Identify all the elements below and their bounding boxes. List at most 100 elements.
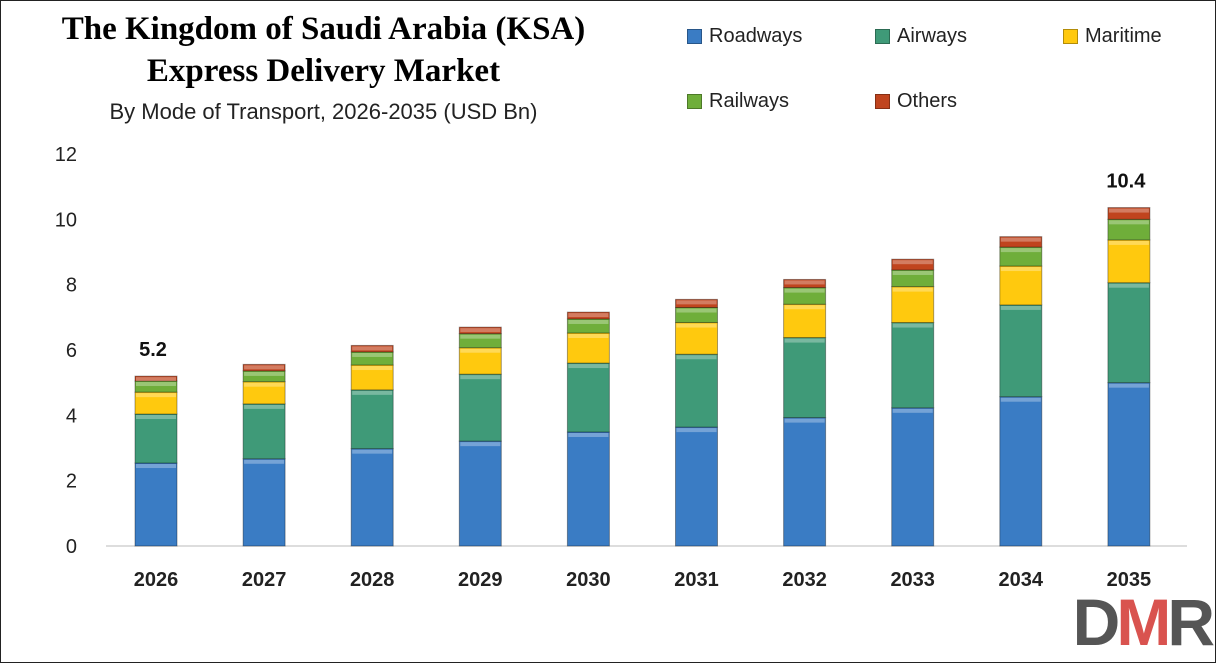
bar-bevel — [136, 382, 176, 387]
bar-bevel — [892, 408, 933, 413]
bar-bevel — [892, 260, 933, 265]
bar-bevel — [460, 334, 501, 339]
bar-bevel — [1108, 383, 1149, 388]
y-tick-label: 2 — [66, 471, 77, 493]
chart-title-line-1: The Kingdom of Saudi Arabia (KSA) — [61, 11, 586, 47]
bar-bevel — [136, 464, 176, 469]
bar-segment-maritime — [1107, 239, 1151, 284]
x-tick-label: 2030 — [566, 569, 611, 591]
y-tick-label: 4 — [66, 405, 77, 427]
bar-segment-roadways — [350, 448, 394, 547]
legend-label: Roadways — [709, 25, 803, 47]
legend-label: Others — [897, 90, 958, 112]
bar-segment-airways — [458, 373, 502, 442]
bar-bevel — [244, 459, 285, 464]
bar-bevel — [244, 371, 285, 376]
bar-bevel — [460, 442, 501, 447]
legend-swatch — [1063, 29, 1078, 44]
bar-segment-roadways — [675, 426, 718, 547]
legend-maritime: Maritime — [1063, 25, 1162, 48]
bar-segment-maritime — [999, 265, 1043, 306]
bar-segment-roadways — [458, 440, 502, 547]
bar-bevel — [1000, 248, 1041, 253]
bar-bevel — [784, 418, 825, 423]
bar-segment-maritime — [458, 347, 502, 375]
y-tick-label: 10 — [55, 209, 77, 231]
legend-label: Airways — [897, 25, 968, 47]
x-tick-label: 2032 — [782, 569, 827, 591]
bar-bevel — [1108, 208, 1149, 213]
bar-bevel — [676, 308, 717, 313]
x-tick-label: 2029 — [458, 569, 503, 591]
bar-segment-airways — [999, 304, 1043, 398]
dmr-logo: DMR — [1072, 585, 1215, 659]
bar-bevel — [1000, 237, 1041, 242]
bar-bevel — [136, 415, 176, 420]
bar-segment-airways — [891, 322, 935, 409]
bar-bevel — [568, 334, 609, 339]
bar-segment-maritime — [134, 391, 178, 415]
bar-bevel — [892, 270, 933, 275]
legend-swatch — [875, 29, 890, 44]
bar-bevel — [352, 366, 393, 371]
bar-segment-roadways — [566, 431, 610, 547]
x-tick-label: 2034 — [999, 569, 1044, 591]
bar-segment-airways — [675, 353, 718, 428]
bar-segment-others — [350, 344, 394, 353]
legend-swatch — [687, 94, 702, 109]
bar-segment-roadways — [891, 407, 935, 547]
bar-bevel — [568, 313, 609, 318]
bar-bevel — [568, 432, 609, 437]
bar-bevel — [892, 287, 933, 292]
bar-segment-airways — [134, 413, 178, 464]
y-tick-label: 6 — [66, 340, 77, 362]
bar-segment-maritime — [891, 286, 935, 324]
bar-bevel — [676, 300, 717, 305]
legend-swatch — [687, 29, 702, 44]
bar-bevel — [1108, 283, 1149, 288]
bar-bevel — [1000, 305, 1041, 310]
bar-segment-airways — [1107, 282, 1151, 384]
x-tick-label: 2035 — [1107, 569, 1152, 591]
chart-subtitle: By Mode of Transport, 2026-2035 (USD Bn) — [109, 99, 538, 124]
bar-bevel — [244, 365, 285, 370]
x-tick-label: 2026 — [134, 569, 179, 591]
legend-label: Railways — [709, 90, 790, 112]
bar-segment-others — [242, 363, 286, 372]
bar-bevel — [1108, 240, 1149, 245]
bar-segment-airways — [783, 337, 827, 419]
legend-label: Maritime — [1085, 25, 1162, 47]
x-tick-label: 2033 — [890, 569, 935, 591]
bar-bevel — [568, 364, 609, 369]
bar-bevel — [460, 328, 501, 333]
bar-bevel — [784, 338, 825, 343]
bar-bevel — [244, 382, 285, 387]
bar-bevel — [1000, 267, 1041, 272]
bar-segment-others — [566, 311, 610, 320]
bar-segment-others — [783, 278, 827, 289]
x-tick-label: 2031 — [674, 569, 719, 591]
y-tick-label: 0 — [66, 536, 77, 558]
bar-bevel — [784, 280, 825, 285]
bar-segment-railways — [242, 370, 286, 383]
bar-segment-others — [458, 326, 502, 335]
bar-bevel — [352, 352, 393, 357]
bar-segment-maritime — [566, 332, 610, 364]
legend-swatch — [875, 94, 890, 109]
bar-segment-roadways — [999, 396, 1043, 547]
legend-airways: Airways — [875, 25, 967, 48]
bar-segment-airways — [242, 403, 286, 460]
bar-segment-railways — [566, 318, 610, 334]
bar-bevel — [1108, 220, 1149, 225]
bar-segment-airways — [350, 389, 394, 450]
bar-segment-roadways — [1107, 382, 1151, 547]
bar-bevel — [352, 346, 393, 351]
bar-segment-airways — [566, 362, 610, 433]
chart-title-line-2: Express Delivery Market — [146, 53, 501, 89]
data-label-total: 5.2 — [139, 339, 167, 361]
bar-segment-roadways — [134, 462, 178, 547]
bar-segment-maritime — [783, 303, 827, 339]
bar-bevel — [136, 393, 176, 398]
